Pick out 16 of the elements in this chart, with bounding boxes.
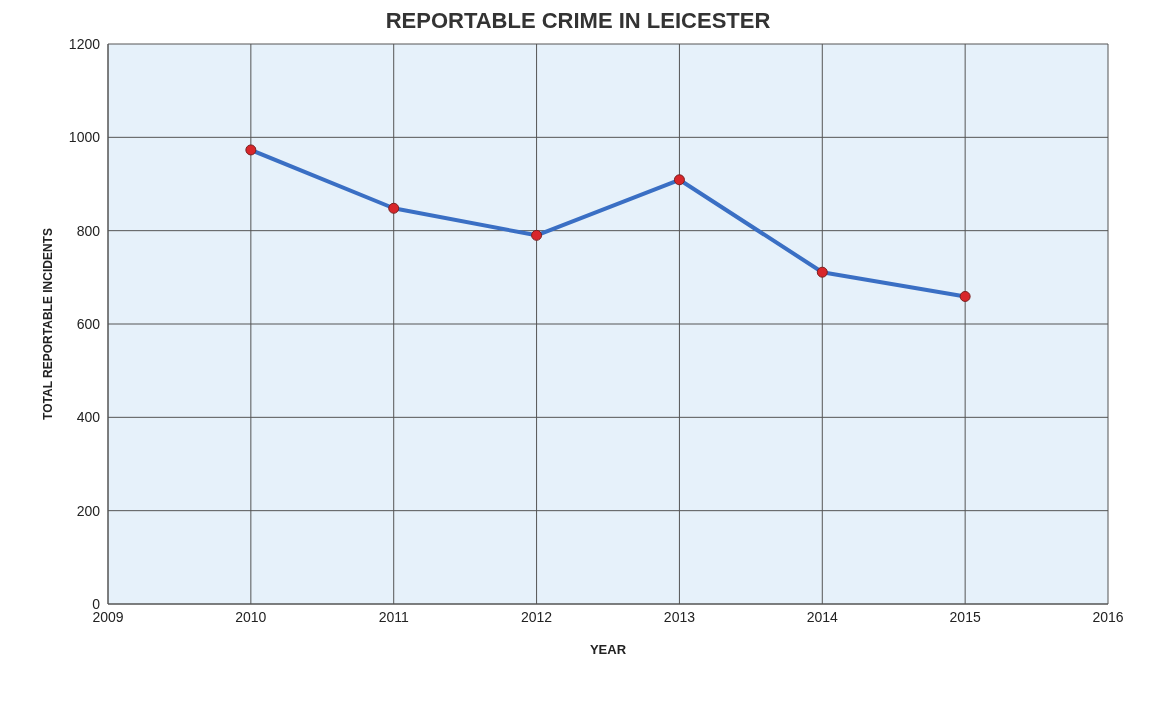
y-axis-title: TOTAL REPORTABLE INCIDENTS <box>41 228 56 420</box>
x-tick-label: 2012 <box>520 608 553 625</box>
y-tick-label: 800 <box>76 222 101 239</box>
x-tick-label: 2010 <box>235 608 267 625</box>
y-tick-label: 1200 <box>68 35 101 52</box>
x-tick-label: 2015 <box>949 608 981 625</box>
y-tick-label: 400 <box>76 409 101 426</box>
y-tick-label: 1000 <box>68 129 101 146</box>
x-tick-label: 2011 <box>378 608 409 625</box>
x-tick-label: 2013 <box>663 608 696 625</box>
x-tick-label: 2014 <box>806 608 839 625</box>
chart-title: REPORTABLE CRIME IN LEICESTER <box>384 8 772 34</box>
x-tick-label: 2016 <box>1092 608 1124 625</box>
y-tick-label: 200 <box>76 502 101 519</box>
y-tick-label: 600 <box>76 315 101 332</box>
x-axis-title: YEAR <box>589 642 627 657</box>
